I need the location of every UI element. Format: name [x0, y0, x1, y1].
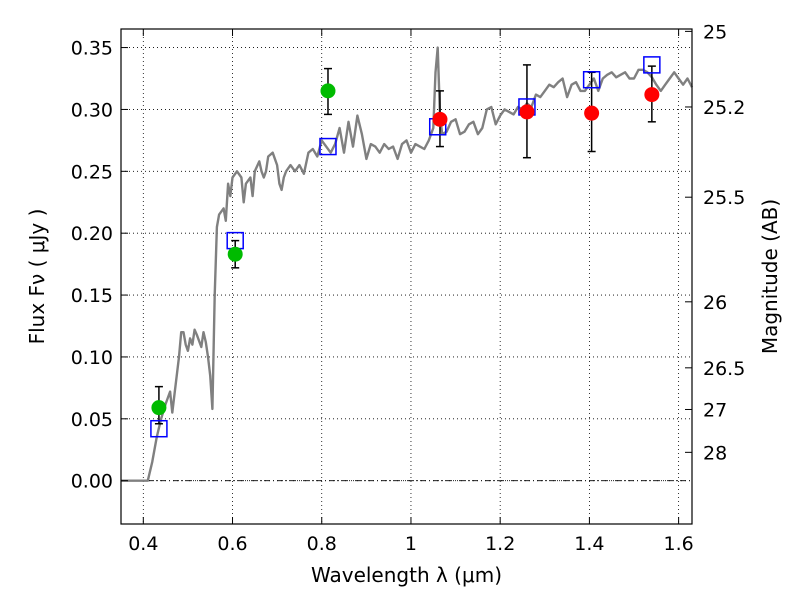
y2-tick-label: 26: [703, 292, 727, 314]
x-tick-label: 1.2: [485, 533, 515, 555]
model-photometry-square: [150, 419, 168, 438]
model-spectrum-layer: [121, 46, 694, 482]
y-tick-label: 0.30: [71, 99, 113, 121]
y2-tick-label: 28: [703, 442, 727, 464]
y2-tick-label: 27: [703, 399, 727, 421]
error-bars: [154, 64, 656, 425]
x-tick-label: 1.6: [664, 533, 694, 555]
y-tick-label: 0.15: [71, 285, 113, 307]
x-tick-label: 1.4: [574, 533, 604, 555]
green-observed-point: [151, 400, 167, 416]
x-axis-ticks: 0.4 0.6 0.8 1 1.2 1.4 1.6: [128, 29, 694, 555]
x-tick-label: 0.8: [307, 533, 337, 555]
y-tick-label: 0.05: [71, 409, 113, 431]
grid: [121, 29, 692, 524]
x-tick-label: 0.6: [217, 533, 247, 555]
y-tick-label: 0.10: [71, 347, 113, 369]
y-axis-title: Flux Fν ( μJy ): [25, 209, 49, 345]
x-axis-title: Wavelength λ (μm): [311, 563, 502, 587]
y-tick-label: 0.35: [71, 38, 113, 60]
y-tick-label: 0.20: [71, 223, 113, 245]
y2-tick-label: 25.5: [703, 187, 745, 209]
y2-tick-label: 25: [703, 21, 727, 43]
red-observed-point: [519, 104, 535, 120]
red-observed-point: [644, 87, 660, 103]
y2-tick-label: 26.5: [703, 358, 745, 380]
y-tick-label: 0.00: [71, 471, 113, 493]
green-observed-point: [320, 83, 336, 99]
markers: [150, 56, 661, 438]
y2-axis-title: Magnitude (AB): [758, 199, 782, 354]
model-photometry-square: [582, 70, 601, 89]
model-spectrum-line: [121, 46, 694, 482]
model-photometry-square: [643, 56, 661, 74]
y-axis-ticks: 0.00 0.05 0.10 0.15 0.20 0.25 0.30 0.35: [71, 38, 128, 493]
green-observed-point: [227, 246, 243, 262]
x-tick-label: 1: [405, 533, 417, 555]
model-photometry-square: [319, 137, 337, 156]
plot-frame: [120, 28, 693, 525]
y2-tick-label: 25.2: [703, 97, 745, 119]
red-observed-point: [584, 105, 600, 121]
red-observed-point: [432, 111, 448, 127]
x-tick-label: 0.4: [128, 533, 158, 555]
y-tick-label: 0.25: [71, 161, 113, 183]
y2-axis-ticks: 25 25.2 25.5 26 26.5 27 28: [685, 21, 745, 464]
